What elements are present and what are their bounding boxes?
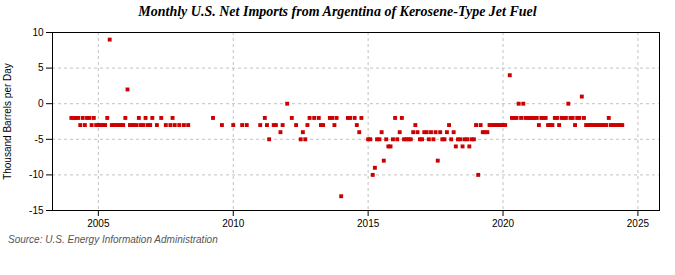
html-text:Monthly U.S. Net Imports from: Monthly U.S. Net Imports from Argentina …	[138, 4, 537, 19]
svg-text:-10: -10	[29, 169, 44, 180]
svg-text:5: 5	[38, 62, 44, 73]
svg-text:2015: 2015	[357, 218, 380, 229]
svg-text:2005: 2005	[87, 218, 110, 229]
svg-text:-5: -5	[35, 134, 44, 145]
svg-text:Thousand Barrels per Day: Thousand Barrels per Day	[2, 63, 13, 180]
svg-text:2020: 2020	[492, 218, 515, 229]
svg-text:2010: 2010	[222, 218, 245, 229]
svg-text:2025: 2025	[627, 218, 650, 229]
svg-text:0: 0	[38, 98, 44, 109]
svg-text:10: 10	[32, 27, 44, 38]
html-text:Source: U.S. Energy Informatio: Source: U.S. Energy Information Administ…	[8, 234, 218, 245]
svg-text:-15: -15	[29, 205, 44, 216]
